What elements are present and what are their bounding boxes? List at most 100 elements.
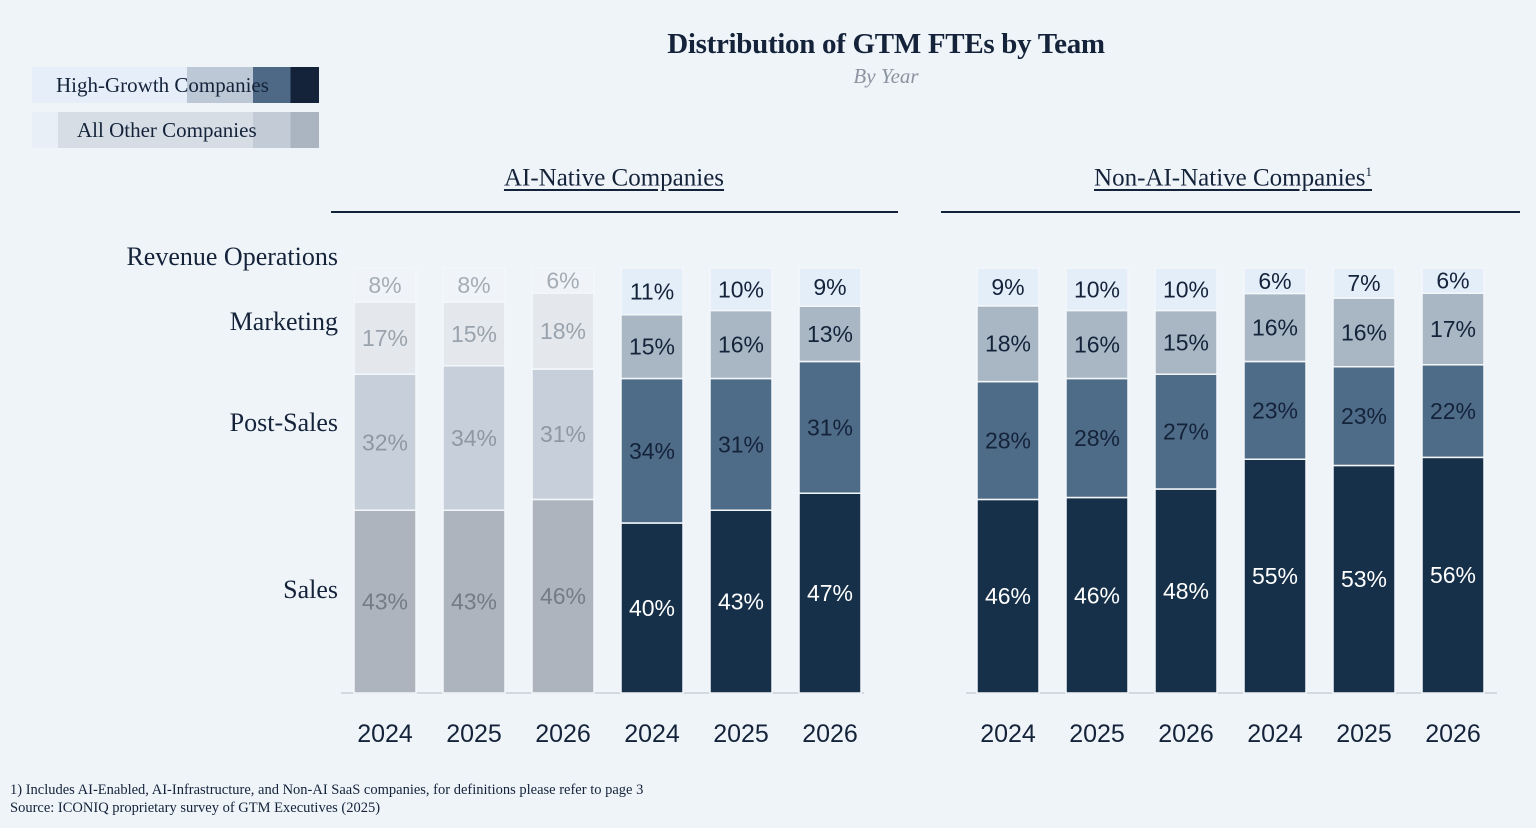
data-label-post-sales-p2-1: 28%: [985, 428, 1031, 454]
bar-segment-post-sales-p2-5: [1332, 365, 1396, 467]
panel-rule-non-ai-native: [941, 211, 1520, 213]
x-tick-label-p1-3: 2026: [535, 720, 591, 748]
data-label-sales-p1-1: 43%: [362, 589, 408, 615]
row-label-marketing: Marketing: [229, 307, 338, 336]
bar-segment-marketing-p1-1: [353, 301, 417, 375]
data-label-sales-p1-3: 46%: [540, 583, 586, 609]
data-label-marketing-p1-2: 15%: [451, 321, 497, 347]
data-label-post-sales-p1-1: 32%: [362, 429, 408, 455]
bar-segment-post-sales-p1-3: [531, 368, 595, 501]
data-label-post-sales-p1-5: 31%: [718, 431, 764, 457]
x-tick-label-p2-4: 2024: [1247, 720, 1303, 748]
data-label-post-sales-p1-4: 34%: [629, 438, 675, 464]
bar-segment-sales-p1-3: [531, 498, 595, 694]
x-tick-label-p1-1: 2024: [357, 720, 413, 748]
data-label-post-sales-p1-6: 31%: [807, 414, 853, 440]
data-label-revenue-operations-p1-3: 6%: [546, 268, 579, 294]
bar-segment-revenue-operations-p2-5: [1332, 267, 1396, 299]
data-label-sales-p2-3: 48%: [1163, 578, 1209, 604]
data-label-marketing-p2-4: 16%: [1252, 315, 1298, 341]
x-tick-label-p1-6: 2026: [802, 720, 858, 748]
row-label-revenue-operations: Revenue Operations: [126, 242, 338, 271]
data-label-sales-p1-6: 47%: [807, 580, 853, 606]
data-label-marketing-p1-3: 18%: [540, 318, 586, 344]
data-label-sales-p2-5: 53%: [1341, 566, 1387, 592]
data-label-marketing-p2-6: 17%: [1430, 316, 1476, 342]
x-tick-label-p1-2: 2025: [446, 720, 502, 748]
legend-swatch-high-growth: [32, 67, 319, 103]
bar-segment-revenue-operations-p1-1: [353, 267, 417, 303]
data-label-sales-p1-5: 43%: [718, 589, 764, 615]
legend-item-high-growth: High-Growth Companies: [32, 67, 319, 103]
bar-segment-revenue-operations-p1-6: [798, 267, 862, 307]
data-label-marketing-p1-5: 16%: [718, 332, 764, 358]
x-tick-label-p2-6: 2026: [1425, 720, 1481, 748]
data-label-sales-p1-4: 40%: [629, 595, 675, 621]
data-label-revenue-operations-p2-2: 10%: [1074, 276, 1120, 302]
bar-segment-marketing-p1-6: [798, 305, 862, 363]
row-label-post-sales: Post-Sales: [229, 408, 338, 437]
bar-segment-revenue-operations-p2-6: [1421, 267, 1485, 294]
bar-segment-revenue-operations-p2-3: [1154, 267, 1218, 312]
panel-title-non-ai-native: Non-AI-Native Companies1: [1094, 164, 1372, 192]
legend-label-all-other: All Other Companies: [77, 118, 257, 142]
legend-swatch-all-other: [32, 112, 319, 148]
bar-segment-post-sales-p2-1: [976, 380, 1040, 501]
data-label-post-sales-p2-4: 23%: [1252, 397, 1298, 423]
data-label-marketing-p1-4: 15%: [629, 334, 675, 360]
data-label-revenue-operations-p2-6: 6%: [1436, 268, 1469, 294]
footnote-definitions: 1) Includes AI-Enabled, AI-Infrastructur…: [10, 782, 644, 798]
bar-segment-post-sales-p2-2: [1065, 377, 1129, 499]
data-label-revenue-operations-p2-4: 6%: [1258, 268, 1291, 294]
bar-segment-sales-p1-2: [442, 509, 506, 694]
data-label-marketing-p2-2: 16%: [1074, 332, 1120, 358]
data-label-marketing-p2-3: 15%: [1163, 329, 1209, 355]
chart-subtitle: By Year: [853, 64, 919, 88]
bar-segment-marketing-p2-3: [1154, 309, 1218, 375]
bar-segment-post-sales-p2-6: [1421, 364, 1485, 459]
data-label-revenue-operations-p2-5: 7%: [1347, 270, 1380, 296]
data-label-post-sales-p2-3: 27%: [1163, 419, 1209, 445]
x-tick-label-p2-2: 2025: [1069, 720, 1125, 748]
data-label-revenue-operations-p1-1: 8%: [368, 272, 401, 298]
data-label-post-sales-p2-5: 23%: [1341, 403, 1387, 429]
bar-segment-revenue-operations-p1-5: [709, 267, 773, 312]
bar-segment-revenue-operations-p2-1: [976, 267, 1040, 307]
bar-segment-post-sales-p2-3: [1154, 373, 1218, 490]
data-label-marketing-p2-5: 16%: [1341, 319, 1387, 345]
data-label-revenue-operations-p1-2: 8%: [457, 272, 490, 298]
bar-segment-sales-p1-6: [798, 492, 862, 694]
data-label-marketing-p1-6: 13%: [807, 321, 853, 347]
bar-segment-marketing-p2-4: [1243, 292, 1307, 363]
data-label-revenue-operations-p2-1: 9%: [991, 274, 1024, 300]
chart-title: Distribution of GTM FTEs by Team: [667, 28, 1105, 60]
bar-segment-revenue-operations-p1-4: [620, 267, 684, 316]
bar-segment-marketing-p2-1: [976, 305, 1040, 383]
data-label-marketing-p2-1: 18%: [985, 331, 1031, 357]
footnote-marker: 1: [1365, 164, 1372, 179]
bar-segment-sales-p1-1: [353, 509, 417, 694]
bar-segment-sales-p2-2: [1065, 496, 1129, 694]
panel-rule-ai-native: [331, 211, 898, 213]
data-label-sales-p2-4: 55%: [1252, 563, 1298, 589]
data-label-sales-p1-2: 43%: [451, 589, 497, 615]
bar-segment-revenue-operations-p2-4: [1243, 267, 1307, 295]
bar-segment-post-sales-p1-2: [442, 365, 506, 511]
data-label-post-sales-p2-2: 28%: [1074, 425, 1120, 451]
bar-segment-post-sales-p1-5: [709, 377, 773, 511]
footnote-source: Source: ICONIQ proprietary survey of GTM…: [10, 800, 381, 816]
x-tick-label-p2-5: 2025: [1336, 720, 1392, 748]
data-label-marketing-p1-1: 17%: [362, 325, 408, 351]
data-label-sales-p2-1: 46%: [985, 583, 1031, 609]
baseline-ai-native: [341, 692, 864, 694]
x-tick-label-p1-4: 2024: [624, 720, 680, 748]
x-tick-label-p2-3: 2026: [1158, 720, 1214, 748]
data-label-post-sales-p1-3: 31%: [540, 421, 586, 447]
bar-segment-marketing-p1-2: [442, 301, 506, 367]
x-tick-label-p2-1: 2024: [980, 720, 1036, 748]
data-label-revenue-operations-p2-3: 10%: [1163, 276, 1209, 302]
bar-segment-revenue-operations-p2-2: [1065, 267, 1129, 312]
bar-segment-revenue-operations-p1-3: [531, 267, 595, 294]
legend-label-high-growth: High-Growth Companies: [56, 73, 269, 97]
